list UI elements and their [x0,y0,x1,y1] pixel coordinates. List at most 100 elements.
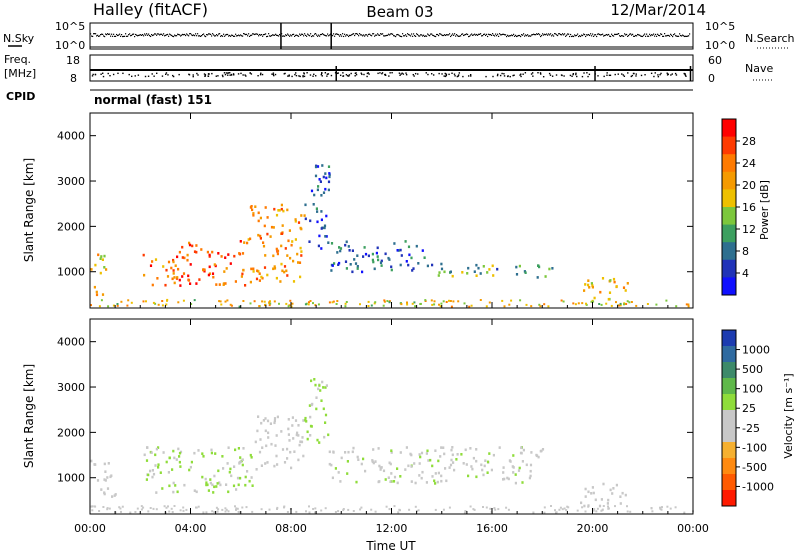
noise-sample [529,35,531,37]
noise-sample [669,35,671,37]
velocity-cell [234,448,237,452]
power-cell [258,272,261,275]
noise-sample [462,33,464,35]
velocity-cell [520,446,523,450]
noise-sample [474,33,476,35]
power-cell [348,249,351,252]
noise-sample [321,33,323,36]
noise-sample [610,35,612,38]
noise-sample [168,35,170,37]
noise-sample [641,35,643,37]
noise-sample [507,34,509,36]
noise-sample [303,35,305,37]
velocity-cell [168,456,171,460]
power-cell [324,172,327,175]
noise-sample [287,33,289,35]
nave-sample [576,75,578,78]
power-cell [548,267,551,271]
velocity-cell [106,487,110,490]
power-cell [170,266,173,270]
noise-sample [134,35,136,38]
power-cell [165,268,168,272]
power-cell [224,282,227,285]
velocity-cell [529,474,532,478]
vel-cbar-tick-label: 1000 [742,344,770,357]
noise-sample [541,34,543,37]
noise-sample [522,34,524,36]
noise-sample [103,35,105,37]
velocity-cell [317,387,320,391]
noise-sample [259,33,261,36]
noise-sample [324,34,326,36]
noise-sample [442,34,444,37]
noise-sample [228,35,230,37]
velocity-cell [594,498,597,502]
nave-label: Nave [745,62,773,75]
noise-sample [504,34,506,36]
noise-sample [139,34,141,36]
nave-sample [245,75,247,77]
velocity-cell [293,450,296,453]
noise-sample [311,35,313,38]
velocity-cell [530,451,533,454]
nave-sample [391,72,393,74]
power-cell [317,185,320,188]
noise-sample [151,34,153,36]
power-cell [417,262,420,265]
power-cell [318,178,321,181]
noise-sample [409,34,411,36]
noise-sample [469,35,471,37]
noise-sample [688,35,690,37]
velocity-cell [193,451,196,455]
velocity-cell [332,451,335,454]
velocity-cell [508,459,511,462]
date-title: 12/Mar/2014 [610,1,706,19]
power-cell [263,266,267,269]
velocity-cell [276,415,279,419]
power-cell [485,305,488,308]
velocity-cell [287,433,290,436]
nave-sample [153,75,155,77]
noise-sample [547,34,549,36]
velocity-cell [489,507,492,510]
noise-sample [364,35,366,37]
noise-sample [111,33,113,35]
power-cell [176,255,179,259]
velocity-cell [587,490,590,494]
noise-sample [421,34,423,36]
noise-sample [559,33,561,35]
nave-sample [366,72,369,75]
noise-sample [656,35,658,37]
velocity-cell [298,443,301,447]
noise-sample [375,34,377,36]
noise-sample [383,35,385,37]
nave-sample [497,73,499,76]
noise-sample [167,33,169,36]
velocity-cell [239,456,242,459]
velocity-cell [308,511,311,514]
power-cbar-swatch [722,277,736,296]
nave-sample [614,73,616,76]
noise-sample [467,33,469,36]
power-cell [665,299,668,302]
power-cell [188,243,192,247]
power-cell [415,244,418,248]
velocity-cell [624,493,627,497]
velocity-cell [484,459,487,462]
noise-sample [182,33,184,36]
noise-sample [457,35,459,37]
power-cell [591,284,594,287]
nave-sample [196,72,198,75]
velocity-cell [440,446,443,449]
velocity-cell [434,508,437,511]
nave-sample [630,75,633,78]
power-cbar-tick-label: 16 [742,201,756,214]
power-cell [470,304,473,307]
velocity-cell [418,462,421,465]
noise-sample [237,35,239,37]
noise-sample [478,33,480,35]
power-cell [95,290,98,294]
velocity-cell [471,467,474,471]
power-cell [165,303,168,306]
velocity-cell [142,506,145,509]
